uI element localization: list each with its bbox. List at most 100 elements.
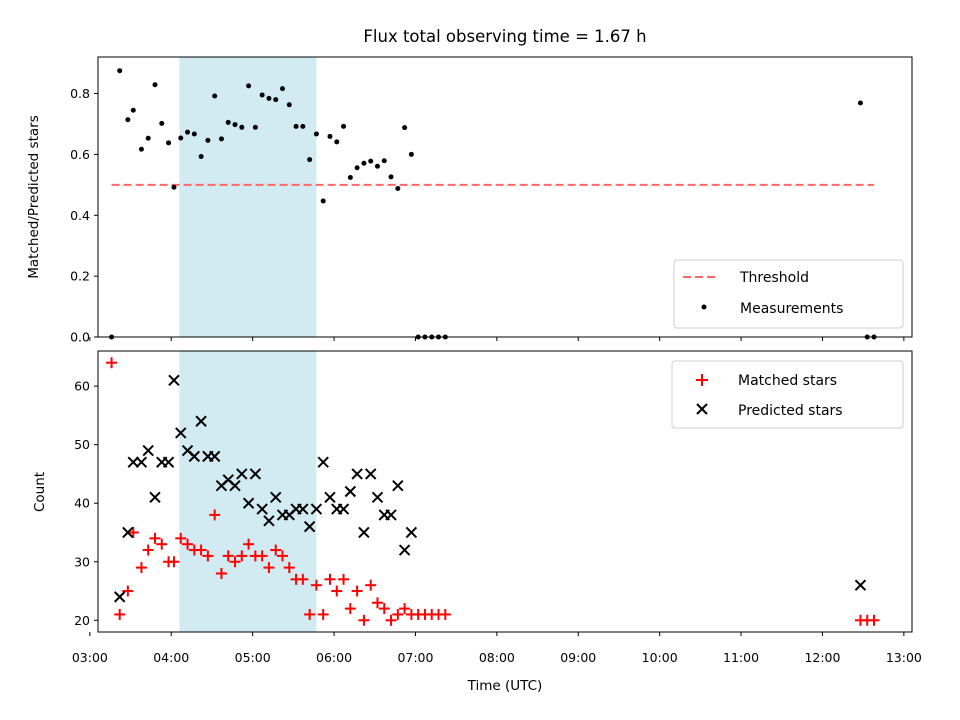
measurement-point xyxy=(117,68,123,74)
matched-star-point xyxy=(310,579,322,591)
matched-stars-points xyxy=(106,357,880,626)
measurement-point xyxy=(280,86,286,92)
predicted-star-point xyxy=(371,491,384,504)
x-tick-label: 03:00 xyxy=(72,650,108,665)
measurement-point xyxy=(191,131,197,137)
predicted-star-point xyxy=(317,456,329,468)
x-tick-label: 06:00 xyxy=(316,650,352,665)
measurement-point xyxy=(368,158,374,164)
matched-star-point xyxy=(358,614,370,626)
measurement-point xyxy=(145,135,151,141)
top-plot-frame xyxy=(97,56,913,338)
measurement-point xyxy=(320,198,326,204)
matched-star-point xyxy=(277,550,289,562)
measurement-point xyxy=(125,117,131,123)
predicted-star-point xyxy=(242,497,255,509)
bottom-plot-frame xyxy=(97,350,913,633)
measurement-point xyxy=(166,140,172,146)
top-y-ticks: 0.0 0.2 0.4 0.6 0.8 xyxy=(70,86,98,345)
top-y-tick-label: 0.4 xyxy=(70,208,90,223)
matched-star-point xyxy=(263,562,275,574)
matched-star-point xyxy=(868,614,880,626)
predicted-star-point xyxy=(344,485,357,498)
measurement-point xyxy=(395,185,401,191)
top-chart-title: Flux total observing time = 1.67 h xyxy=(363,27,646,46)
matched-legend-label: Matched stars xyxy=(738,373,837,389)
measurement-point xyxy=(232,122,238,128)
predicted-star-point xyxy=(135,456,148,468)
measurement-point xyxy=(402,125,408,131)
matched-star-point xyxy=(331,585,343,597)
bottom-legend: Matched stars Predicted stars xyxy=(671,360,904,429)
predicted-star-point xyxy=(310,503,323,515)
matched-star-point xyxy=(106,357,118,369)
x-tick-label: 07:00 xyxy=(397,650,433,665)
measurement-point xyxy=(327,133,333,139)
matched-star-point xyxy=(317,608,329,620)
predicted-star-point xyxy=(168,374,180,386)
measurement-point xyxy=(152,82,158,88)
matched-star-point xyxy=(202,550,214,562)
measurement-point xyxy=(246,83,252,89)
matched-star-point xyxy=(156,538,168,550)
matched-star-point xyxy=(236,550,248,562)
top-y-tick-label: 0.6 xyxy=(70,147,90,162)
predicted-star-point xyxy=(149,491,161,504)
predicted-star-point xyxy=(270,491,282,504)
measurement-point xyxy=(205,137,211,143)
matched-star-point xyxy=(149,532,161,544)
matched-star-point xyxy=(182,538,194,550)
matched-star-point xyxy=(229,556,241,568)
predicted-star-point xyxy=(351,468,363,480)
measurement-point xyxy=(300,123,306,129)
matched-star-point xyxy=(304,608,316,620)
measurement-point xyxy=(198,154,204,160)
matched-star-point xyxy=(209,509,221,521)
measurement-point xyxy=(159,120,165,126)
x-tick-label: 13:00 xyxy=(886,650,922,665)
predicted-star-point xyxy=(188,450,201,463)
bottom-y-ticks: 20 30 40 50 60 xyxy=(74,379,98,628)
measurement-point xyxy=(185,129,191,135)
measurement-point xyxy=(218,136,224,142)
matched-star-point xyxy=(243,538,255,550)
matched-star-point xyxy=(256,550,268,562)
matched-star-point xyxy=(222,550,234,562)
measurement-point xyxy=(388,174,394,180)
matched-star-point xyxy=(122,585,134,597)
measurement-point xyxy=(252,124,258,130)
predicted-star-point xyxy=(398,544,411,556)
measurement-point xyxy=(347,175,353,181)
top-y-tick-label: 0.0 xyxy=(70,330,90,345)
bottom-y-axis-label: Count xyxy=(32,472,48,512)
matched-star-point xyxy=(135,562,147,574)
measurement-point xyxy=(857,100,863,106)
predicted-star-point xyxy=(195,415,207,427)
x-tick-label: 09:00 xyxy=(560,650,596,665)
predicted-star-point xyxy=(337,503,350,515)
top-y-tick-label: 0.8 xyxy=(70,86,90,101)
measurement-point xyxy=(138,146,144,152)
predicted-star-point xyxy=(236,468,248,480)
measurement-point xyxy=(259,92,265,98)
matched-star-point xyxy=(344,603,356,615)
predicted-star-point xyxy=(208,450,221,463)
bottom-y-tick-label: 30 xyxy=(74,554,90,569)
measurement-point xyxy=(334,139,340,145)
x-tick-label: 05:00 xyxy=(235,650,271,665)
measurement-point xyxy=(225,119,231,125)
predicted-star-point xyxy=(324,491,336,504)
measurements-legend-label: Measurements xyxy=(740,301,843,317)
measurement-point xyxy=(178,135,184,141)
predicted-star-point xyxy=(303,520,316,533)
predicted-star-point xyxy=(385,509,397,521)
predicted-star-point xyxy=(122,526,134,539)
top-x-ticks xyxy=(89,337,905,341)
matched-star-point xyxy=(283,562,295,574)
predicted-legend-swatch xyxy=(696,403,708,415)
matched-star-point xyxy=(195,544,207,556)
measurement-point xyxy=(130,107,136,113)
matched-star-point xyxy=(385,614,397,626)
matched-star-point xyxy=(168,556,180,568)
